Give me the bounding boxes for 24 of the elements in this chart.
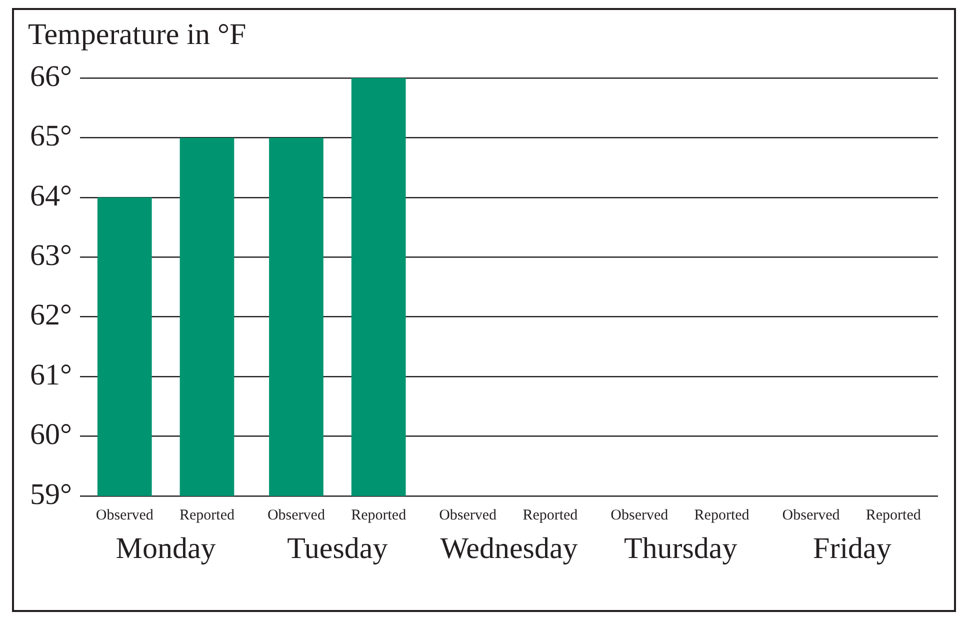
- y-tick-label: 62°: [30, 298, 72, 332]
- y-tick-label: 65°: [30, 120, 72, 153]
- text: Reported: [866, 507, 921, 524]
- y-axis-title: Temperature in °F: [27, 17, 248, 52]
- text: Observed: [610, 507, 668, 524]
- text: Reported: [522, 507, 578, 524]
- y-tick-label: 64°: [30, 179, 72, 212]
- x-tick-label: Tuesday: [287, 532, 388, 565]
- y-tick-label: 60°: [30, 418, 72, 452]
- y-tick-label: 66°: [30, 60, 72, 93]
- x-tick-label: Thursday: [624, 532, 738, 565]
- y-tick-label: 59°: [30, 478, 72, 511]
- text: Observed: [439, 507, 497, 524]
- text: Reported: [694, 507, 750, 524]
- series-label: Observed: [96, 507, 154, 524]
- y-tick-label: 63°: [30, 239, 72, 272]
- series-label: Reported: [179, 507, 235, 524]
- y-tick-label: 61°: [30, 358, 72, 392]
- text: Reported: [351, 507, 406, 524]
- x-tick-label: Monday: [116, 532, 216, 565]
- text: Observed: [267, 507, 325, 524]
- x-tick-label: Wednesday: [440, 532, 578, 565]
- x-tick-label: Friday: [813, 532, 892, 565]
- text: Observed: [782, 507, 840, 524]
